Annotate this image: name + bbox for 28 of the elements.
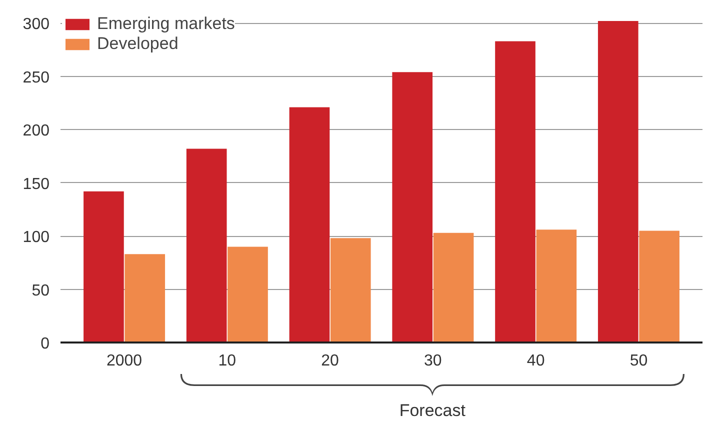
x-tick-label: 50 xyxy=(630,352,648,370)
y-tick-label: 50 xyxy=(32,282,50,300)
bar xyxy=(228,246,268,342)
x-tick-label: 40 xyxy=(526,352,545,370)
x-tick-label: 20 xyxy=(321,352,340,370)
y-tick-label: 0 xyxy=(40,336,50,352)
x-tick-label: 30 xyxy=(424,352,442,370)
y-tick-label: 150 xyxy=(22,176,50,193)
bar xyxy=(289,107,330,342)
legend-label: Emerging markets xyxy=(97,14,235,34)
bar xyxy=(639,230,680,342)
bar xyxy=(598,21,638,342)
bar xyxy=(186,148,227,342)
text: Forecast xyxy=(399,401,466,420)
bar xyxy=(84,191,124,342)
y-tick-label: 250 xyxy=(22,69,50,86)
y-tick-label: 200 xyxy=(22,122,50,140)
legend-label: Developed xyxy=(97,34,178,54)
y-tick-label: 100 xyxy=(22,229,50,246)
bar xyxy=(495,41,536,342)
bar xyxy=(433,232,474,342)
x-tick-label: 2000 xyxy=(106,352,142,370)
bar xyxy=(536,230,577,342)
bar xyxy=(392,72,433,342)
y-tick-label: 300 xyxy=(22,16,50,34)
bar xyxy=(124,254,166,342)
x-tick-label: 10 xyxy=(218,352,236,370)
bar xyxy=(330,238,371,342)
